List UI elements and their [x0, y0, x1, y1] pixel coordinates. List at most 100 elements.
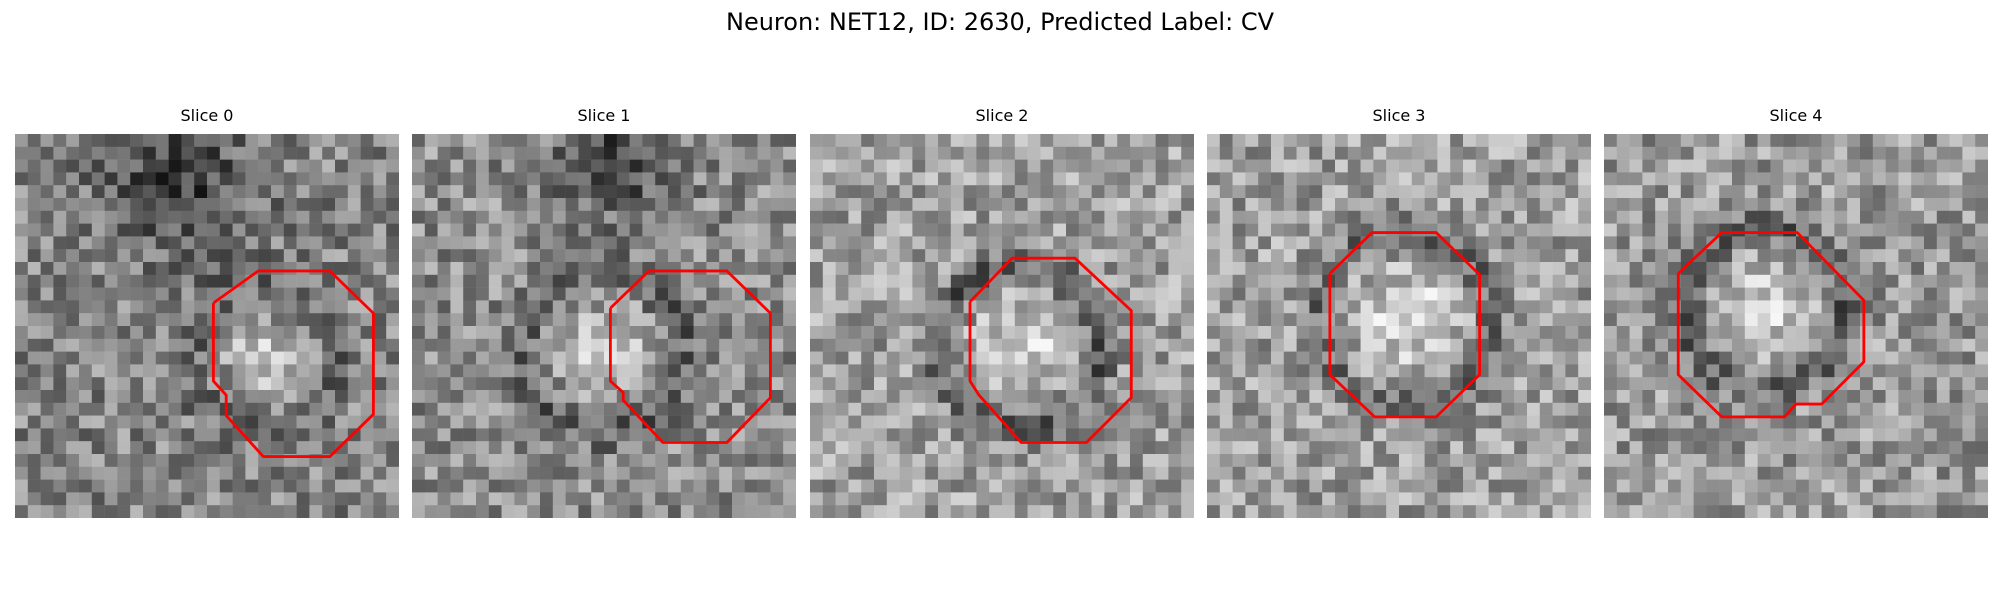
pixel: [1424, 377, 1438, 391]
pixel: [1936, 479, 1950, 493]
pixel: [437, 479, 451, 493]
pixel: [1245, 326, 1259, 340]
pixel: [1860, 262, 1874, 276]
pixel: [1258, 492, 1272, 506]
slice-pixel-grid: [412, 134, 796, 518]
pixel: [744, 454, 758, 468]
pixel: [1834, 236, 1848, 250]
pixel: [1808, 377, 1822, 391]
pixel: [1514, 390, 1528, 404]
pixel: [989, 287, 1003, 301]
pixel: [1399, 377, 1413, 391]
pixel: [130, 159, 144, 173]
pixel: [899, 198, 913, 212]
pixel: [245, 390, 259, 404]
pixel: [757, 466, 771, 480]
pixel: [1821, 454, 1835, 468]
pixel: [1181, 466, 1194, 480]
pixel: [1283, 377, 1297, 391]
pixel: [1565, 287, 1579, 301]
pixel: [1616, 505, 1630, 518]
pixel: [719, 223, 733, 237]
pixel: [1821, 364, 1835, 378]
pixel: [1604, 172, 1618, 186]
pixel: [861, 172, 875, 186]
pixel: [27, 210, 41, 224]
pixel: [488, 287, 502, 301]
pixel: [1207, 146, 1221, 160]
pixel: [1514, 172, 1528, 186]
pixel: [1296, 428, 1310, 442]
pixel: [629, 326, 643, 340]
pixel: [1719, 377, 1733, 391]
pixel: [1706, 210, 1720, 224]
pixel: [693, 249, 707, 263]
pixel: [1898, 249, 1912, 263]
pixel: [976, 134, 990, 148]
pixel: [194, 172, 208, 186]
pixel: [1360, 134, 1374, 148]
pixel: [757, 223, 771, 237]
pixel: [53, 210, 67, 224]
pixel: [668, 146, 682, 160]
pixel: [219, 428, 233, 442]
pixel: [1693, 274, 1707, 288]
pixel: [1898, 479, 1912, 493]
pixel: [1040, 146, 1054, 160]
pixel: [1744, 210, 1758, 224]
pixel: [1616, 415, 1630, 429]
pixel: [1578, 300, 1591, 314]
pixel: [938, 364, 952, 378]
pixel: [680, 249, 694, 263]
pixel: [347, 492, 361, 506]
pixel: [668, 377, 682, 391]
pixel: [1002, 454, 1016, 468]
pixel: [488, 300, 502, 314]
pixel: [912, 402, 926, 416]
pixel: [655, 300, 669, 314]
pixel: [1130, 351, 1144, 365]
pixel: [335, 338, 349, 352]
pixel: [271, 441, 285, 455]
pixel: [1335, 402, 1349, 416]
pixel: [1424, 146, 1438, 160]
pixel: [1450, 402, 1464, 416]
pixel: [1860, 441, 1874, 455]
pixel: [835, 236, 849, 250]
pixel: [360, 274, 374, 288]
pixel: [1860, 185, 1874, 199]
pixel: [1130, 479, 1144, 493]
pixel: [271, 402, 285, 416]
pixel: [1411, 146, 1425, 160]
pixel: [1104, 454, 1118, 468]
pixel: [989, 505, 1003, 518]
pixel: [360, 492, 374, 506]
pixel: [655, 287, 669, 301]
pixel: [1578, 351, 1591, 365]
pixel: [1924, 134, 1938, 148]
pixel: [296, 441, 310, 455]
pixel: [258, 428, 272, 442]
pixel: [861, 146, 875, 160]
pixel: [360, 441, 374, 455]
pixel: [296, 505, 310, 518]
pixel: [527, 441, 541, 455]
pixel: [15, 454, 29, 468]
pixel: [976, 505, 990, 518]
pixel: [1091, 479, 1105, 493]
pixel: [1783, 172, 1797, 186]
pixel: [501, 454, 515, 468]
pixel: [15, 159, 29, 173]
pixel: [1604, 262, 1618, 276]
pixel: [938, 390, 952, 404]
pixel: [91, 236, 105, 250]
pixel: [1501, 338, 1515, 352]
pixel: [1911, 223, 1925, 237]
pixel: [732, 262, 746, 276]
pixel: [1040, 236, 1054, 250]
pixel: [732, 223, 746, 237]
pixel: [1322, 479, 1336, 493]
pixel: [1527, 274, 1541, 288]
pixel: [335, 249, 349, 263]
pixel: [1450, 454, 1464, 468]
